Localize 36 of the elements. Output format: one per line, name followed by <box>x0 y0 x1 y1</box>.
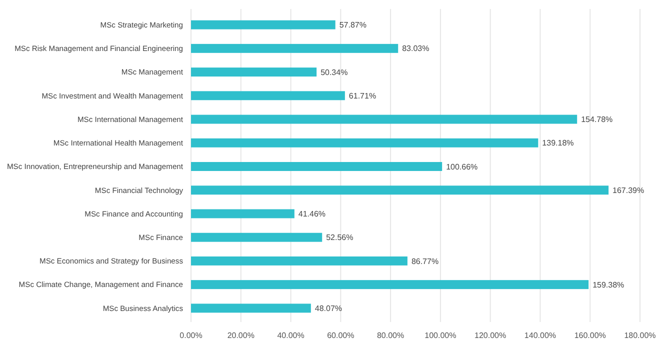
data-label: 167.39% <box>612 186 644 195</box>
x-tick-label: 100.00% <box>424 331 456 340</box>
data-label: 139.18% <box>542 138 574 148</box>
data-label: 61.71% <box>348 91 376 100</box>
data-label: 154.78% <box>581 115 613 124</box>
x-tick-label: 120.00% <box>474 331 506 340</box>
bar <box>191 91 345 100</box>
bar <box>191 232 322 242</box>
data-label: 83.03% <box>402 44 430 54</box>
bar <box>191 162 442 171</box>
data-label: 52.56% <box>326 233 354 242</box>
bar <box>191 44 398 53</box>
bar <box>191 256 408 266</box>
data-label: 159.38% <box>592 280 624 290</box>
x-tick-label: 140.00% <box>524 331 556 340</box>
bar <box>191 68 317 77</box>
bar <box>191 280 589 290</box>
bar <box>191 304 311 313</box>
data-label: 41.46% <box>298 210 326 219</box>
bar <box>191 138 538 148</box>
x-tick-label: 80.00% <box>376 331 404 340</box>
x-tick-label: 20.00% <box>227 331 254 340</box>
x-tick-label: 40.00% <box>277 331 304 340</box>
data-label: 100.66% <box>446 162 478 172</box>
data-label: 57.87% <box>339 20 366 30</box>
bar <box>191 209 294 218</box>
x-tick-label: 160.00% <box>574 331 606 340</box>
x-tick-label: 180.00% <box>624 331 656 340</box>
data-label: 86.77% <box>411 256 439 266</box>
data-label: 48.07% <box>314 304 342 313</box>
bar <box>191 20 336 30</box>
data-label: 50.34% <box>320 68 348 77</box>
bar <box>191 114 578 124</box>
x-tick-label: 60.00% <box>327 331 354 340</box>
bar <box>191 186 609 195</box>
x-tick-label: 0.00% <box>180 331 202 340</box>
